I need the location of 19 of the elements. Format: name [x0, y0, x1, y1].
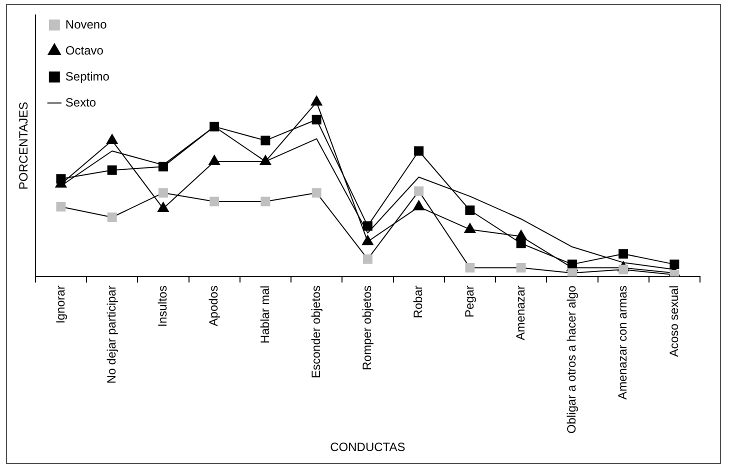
- x-tick-label: Romper objetos: [360, 286, 374, 370]
- legend-label: Noveno: [65, 17, 108, 32]
- x-tick-label: No dejar participar: [104, 286, 118, 384]
- x-tick-label: Pegar: [462, 286, 476, 318]
- x-tick-label: Amenazar con armas: [616, 286, 630, 400]
- legend-label: Septimo: [65, 69, 110, 84]
- x-tick-label: Ignorar: [53, 286, 68, 324]
- y-axis-title: PORCENTAJES: [16, 102, 31, 190]
- x-tick-label: Obligar a otros a hacer algo: [564, 285, 579, 434]
- x-tick-label: Insultos: [156, 286, 170, 327]
- legend-label: Sexto: [65, 95, 96, 110]
- x-tick-label: Acoso sexual: [666, 286, 681, 357]
- x-tick-label: Hablar mal: [258, 286, 272, 344]
- x-tick-label: Apodos: [206, 286, 221, 326]
- x-axis-title: CONDUCTAS: [330, 440, 406, 454]
- x-tick-label: Robar: [411, 286, 426, 318]
- legend-label: Octavo: [65, 43, 104, 58]
- x-tick-label: Esconder objetos: [308, 286, 323, 378]
- x-tick-label: Amenazar: [513, 286, 528, 340]
